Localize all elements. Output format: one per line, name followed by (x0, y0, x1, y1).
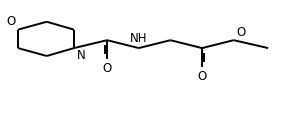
Text: NH: NH (130, 32, 147, 45)
Text: O: O (197, 70, 207, 83)
Text: N: N (77, 49, 86, 62)
Text: O: O (103, 62, 112, 75)
Text: O: O (6, 15, 16, 28)
Text: O: O (236, 26, 245, 39)
